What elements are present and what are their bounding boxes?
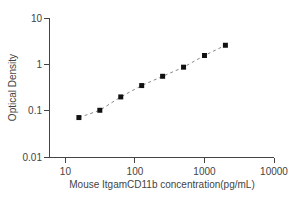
svg-text:1: 1 [36,59,42,70]
svg-text:Optical Density: Optical Density [7,54,18,121]
svg-text:1000: 1000 [193,166,216,177]
svg-text:Mouse ItgamCD11b concentration: Mouse ItgamCD11b concentration(pg/mL) [69,179,254,190]
svg-text:100: 100 [127,166,144,177]
svg-text:0.1: 0.1 [28,105,42,116]
svg-text:10000: 10000 [260,166,288,177]
svg-text:10: 10 [31,13,43,24]
svg-text:0.01: 0.01 [23,152,43,163]
svg-text:10: 10 [60,166,72,177]
